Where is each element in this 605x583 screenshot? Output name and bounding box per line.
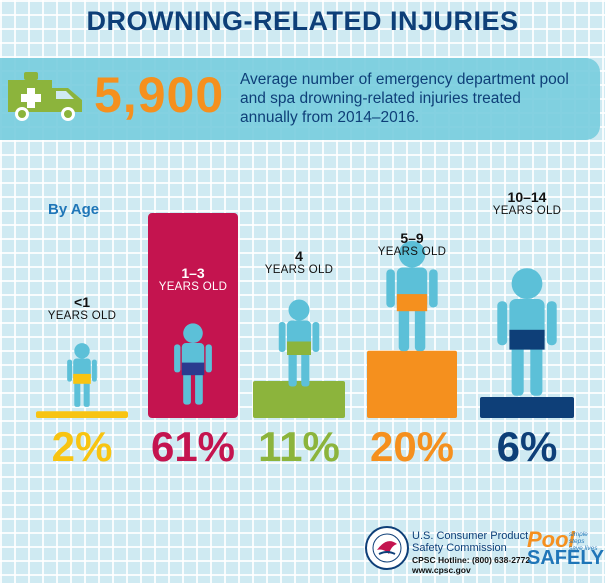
big-number: 5,900 xyxy=(94,67,225,123)
bar-4 xyxy=(480,397,574,418)
category-label: 1–3 YEARS OLD xyxy=(138,265,248,293)
hotline: CPSC Hotline: (800) 638-2772 xyxy=(412,555,531,565)
banner-text: Average number of emergency department p… xyxy=(240,71,569,126)
category-name: 5–9 xyxy=(400,230,424,246)
bar-1 xyxy=(148,213,238,418)
child-figure-icon xyxy=(278,299,320,387)
cpsc-seal-icon xyxy=(365,526,409,570)
category-label: 4 YEARS OLD xyxy=(244,248,354,276)
child-figure-icon xyxy=(386,240,438,352)
category-name: <1 xyxy=(74,294,90,310)
category-unit: YEARS OLD xyxy=(158,281,228,293)
value-label: 6% xyxy=(496,423,558,470)
bar-3 xyxy=(367,350,457,418)
brand-safely: SAFELY xyxy=(527,547,605,569)
category-unit: YEARS OLD xyxy=(377,246,447,258)
category-unit: YEARS OLD xyxy=(264,264,334,276)
page-title: DROWNING-RELATED INJURIES xyxy=(86,6,519,36)
tagline-1: simple steps xyxy=(569,531,588,545)
bar-0 xyxy=(36,411,128,418)
bar-2 xyxy=(253,381,345,418)
tagline-2: save lives xyxy=(569,545,598,552)
category-name: 1–3 xyxy=(181,265,205,281)
category-label: 10–14 YEARS OLD xyxy=(472,189,582,217)
category-label: <1 YEARS OLD xyxy=(27,294,137,322)
category-name: 4 xyxy=(295,248,303,264)
value-label: 61% xyxy=(150,423,236,470)
category-unit: YEARS OLD xyxy=(47,310,117,322)
value-label: 2% xyxy=(51,423,113,470)
category-name: 10–14 xyxy=(507,189,547,205)
category-unit: YEARS OLD xyxy=(492,205,562,217)
brand-pool: Pool xyxy=(527,527,575,552)
stat-banner xyxy=(0,58,600,140)
agency-line-1: U.S. Consumer Product xyxy=(412,530,529,542)
child-figure-icon xyxy=(174,323,212,405)
agency-contact: CPSC Hotline: (800) 638-2772 www.cpsc.go… xyxy=(412,555,530,575)
child-figure-icon xyxy=(497,268,557,396)
value-label: 20% xyxy=(369,423,455,470)
agency-line-2: Safety Commission xyxy=(412,542,507,554)
section-label: By Age xyxy=(48,201,100,218)
category-label: 5–9 YEARS OLD xyxy=(357,230,467,258)
brand-tagline: simple steps save lives xyxy=(569,531,605,552)
child-figure-icon xyxy=(67,343,97,407)
agency-name: U.S. Consumer Product Safety Commission xyxy=(412,530,528,554)
ambulance-icon xyxy=(8,72,82,121)
website-link[interactable]: www.cpsc.gov xyxy=(412,565,471,575)
value-label: 11% xyxy=(258,423,340,470)
